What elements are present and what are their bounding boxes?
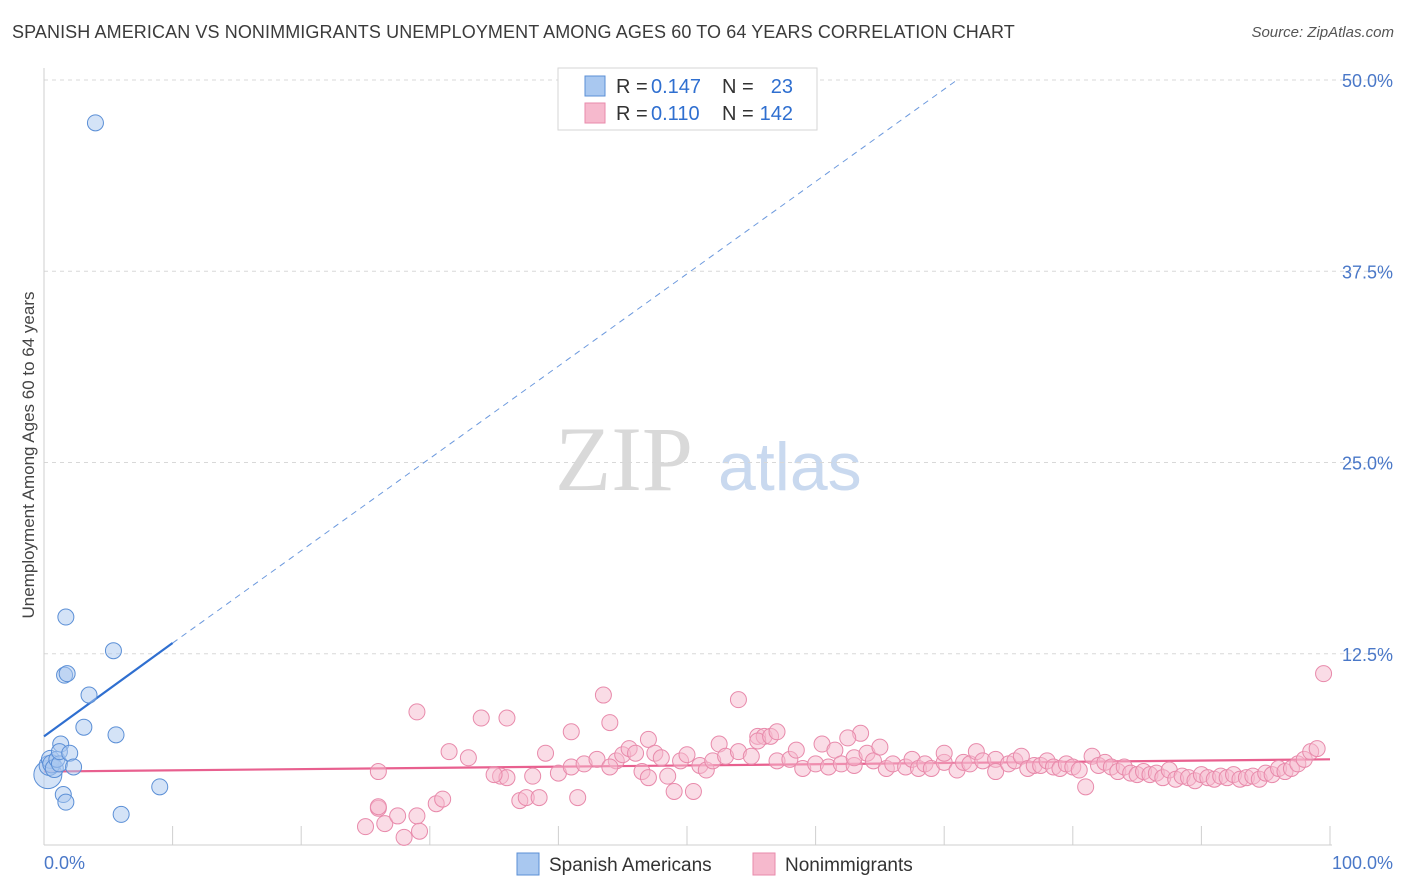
- nonimmigrants-point: [408, 703, 426, 721]
- nonimmigrants-point: [411, 822, 429, 840]
- legend-n-value-2: 142: [760, 103, 793, 125]
- nonimmigrants-point: [440, 743, 458, 761]
- legend-n-label-1: N =: [722, 76, 754, 98]
- axes: [43, 68, 1332, 846]
- trend-line-spanish-americans-extension: [172, 79, 958, 644]
- legend-swatch-spanish-americans: [584, 75, 606, 97]
- nonimmigrants-point: [498, 709, 516, 727]
- watermark-atlas: atlas: [718, 429, 862, 505]
- watermark-zip: ZIP: [555, 408, 693, 510]
- trend-line-spanish-americans: [43, 642, 174, 738]
- spanish-americans-point: [80, 686, 98, 704]
- bottom-legend-label-spanish-americans: Spanish Americans: [549, 855, 712, 876]
- nonimmigrants-point: [684, 782, 702, 800]
- spanish-americans-point: [57, 608, 75, 626]
- spanish-americans-point: [57, 793, 75, 811]
- chart-title: SPANISH AMERICAN VS NONIMMIGRANTS UNEMPL…: [12, 22, 1015, 42]
- nonimmigrants-point: [639, 769, 657, 787]
- nonimmigrants-point: [485, 766, 503, 784]
- nonimmigrants-point: [569, 789, 587, 807]
- nonimmigrants-point: [665, 782, 683, 800]
- nonimmigrants-point: [826, 741, 844, 759]
- nonimmigrants-point: [369, 763, 387, 781]
- nonimmigrants-point: [376, 815, 394, 833]
- nonimmigrants-point: [864, 752, 882, 770]
- legend-swatch-nonimmigrants: [584, 102, 606, 124]
- nonimmigrants-point: [742, 747, 760, 765]
- nonimmigrants-point: [389, 807, 407, 825]
- gridlines: [44, 79, 1392, 655]
- nonimmigrants-point: [1077, 778, 1095, 796]
- legend-n-value-1: 23: [771, 76, 793, 98]
- nonimmigrants-point: [601, 714, 619, 732]
- nonimmigrants-point: [472, 709, 490, 727]
- nonimmigrants-point: [601, 758, 619, 776]
- legend-r-label-1: R =: [616, 76, 648, 98]
- nonimmigrants-point: [395, 828, 413, 846]
- nonimmigrants-point: [369, 798, 387, 816]
- nonimmigrants-point: [1070, 761, 1088, 779]
- nonimmigrants-point: [562, 723, 580, 741]
- nonimmigrants-point: [652, 749, 670, 767]
- spanish-americans-point: [75, 718, 93, 736]
- spanish-americans-point: [65, 758, 83, 776]
- spanish-americans-point: [112, 805, 130, 823]
- nonimmigrants-point: [594, 686, 612, 704]
- spanish-americans-point: [58, 665, 76, 683]
- source-credit: Source: ZipAtlas.com: [1251, 24, 1394, 41]
- legend-r-value-1: 0.147: [651, 76, 701, 98]
- y-tick-label-3: 50.0%: [1342, 71, 1393, 91]
- y-tick-label-2: 37.5%: [1342, 262, 1393, 282]
- x-tick-label-1: 100.0%: [1332, 853, 1393, 873]
- nonimmigrants-point: [524, 767, 542, 785]
- nonimmigrants-point: [639, 730, 657, 748]
- nonimmigrants-point: [537, 744, 555, 762]
- bottom-legend-swatch-nonimmigrants: [752, 852, 776, 876]
- nonimmigrants-point: [627, 744, 645, 762]
- spanish-americans-point: [104, 642, 122, 660]
- nonimmigrants-point: [935, 744, 953, 762]
- nonimmigrants-point: [459, 749, 477, 767]
- nonimmigrants-point: [839, 729, 857, 747]
- nonimmigrants-point: [768, 723, 786, 741]
- nonimmigrants-point: [408, 807, 426, 825]
- nonimmigrants-point: [987, 763, 1005, 781]
- bottom-legend-swatch-spanish-americans: [516, 852, 540, 876]
- legend-r-value-2: 0.110: [651, 103, 700, 125]
- spanish-americans-point: [107, 726, 125, 744]
- nonimmigrants-point: [1308, 740, 1326, 758]
- nonimmigrants-point: [787, 741, 805, 759]
- top-legend: R = 0.147 N = 23 R = 0.110 N = 142: [557, 67, 818, 131]
- x-tick-label-0: 0.0%: [44, 853, 85, 873]
- nonimmigrants-point: [729, 691, 747, 709]
- nonimmigrants-point: [678, 746, 696, 764]
- nonimmigrants-point: [1315, 665, 1333, 683]
- nonimmigrants-point: [434, 790, 452, 808]
- bottom-legend: Spanish Americans Nonimmigrants: [516, 852, 913, 876]
- nonimmigrants-point: [588, 750, 606, 768]
- spanish-americans-point: [151, 778, 169, 796]
- nonimmigrants-point: [530, 789, 548, 807]
- spanish-americans-points: [33, 114, 169, 823]
- nonimmigrants-point: [871, 738, 889, 756]
- y-tick-label-0: 12.5%: [1342, 645, 1393, 665]
- nonimmigrants-point: [659, 767, 677, 785]
- y-axis-label: Unemployment Among Ages 60 to 64 years: [19, 292, 38, 619]
- spanish-americans-point: [86, 114, 104, 132]
- y-tick-label-1: 25.0%: [1342, 454, 1393, 474]
- bottom-legend-label-nonimmigrants: Nonimmigrants: [785, 855, 913, 876]
- legend-r-label-2: R =: [616, 103, 648, 125]
- tick-labels: 12.5% 25.0% 37.5% 50.0% 0.0% 100.0%: [44, 71, 1393, 873]
- nonimmigrants-points: [357, 665, 1333, 846]
- legend-n-label-2: N =: [722, 103, 754, 125]
- nonimmigrants-point: [357, 818, 374, 836]
